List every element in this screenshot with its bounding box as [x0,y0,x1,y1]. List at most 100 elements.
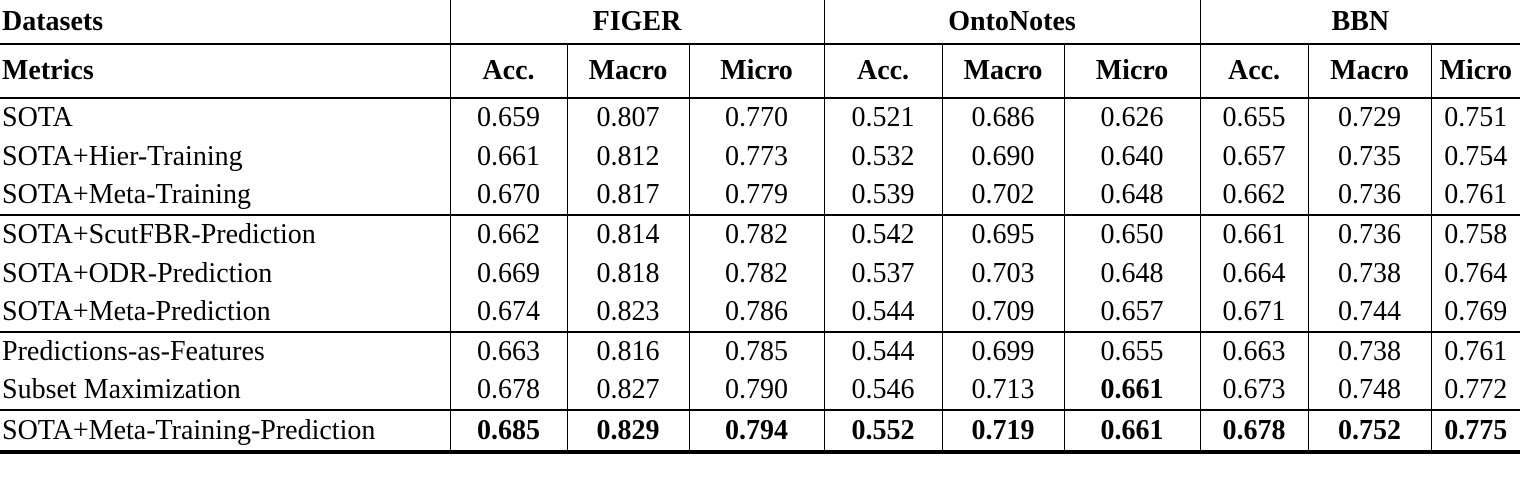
metric-value: 0.772 [1430,371,1520,411]
group-header-ontonotes: OntoNotes [823,0,1201,45]
metric-value: 0.521 [823,98,943,137]
metric-value: 0.659 [449,98,567,137]
table-row: SOTA+ScutFBR-Prediction 0.662 0.814 0.78… [0,215,1520,254]
metric-value: 0.702 [941,176,1065,216]
metrics-header: Metrics [0,44,450,99]
metric-value: 0.761 [1430,332,1520,371]
metric-value: 0.785 [688,332,825,371]
block-final: SOTA+Meta-Training-Prediction 0.685 0.82… [0,410,1520,454]
metric-value: 0.650 [1063,215,1201,254]
metric-value: 0.662 [1199,176,1309,216]
metric-value: 0.655 [1199,98,1309,137]
row-label: Subset Maximization [0,371,450,411]
metric-value: 0.626 [1063,98,1201,137]
table-row: SOTA+Hier-Training 0.661 0.812 0.773 0.5… [0,137,1520,176]
metric-value: 0.686 [941,98,1065,137]
metric-value: 0.814 [566,215,689,254]
metric-value: 0.661 [1199,215,1309,254]
table-row: Subset Maximization 0.678 0.827 0.790 0.… [0,371,1520,411]
metric-value: 0.736 [1307,215,1432,254]
metric-value: 0.648 [1063,254,1201,293]
metric-value-bold: 0.775 [1430,410,1520,454]
column-header-acc-figer: Acc. [449,44,567,99]
row-label: SOTA [2,102,73,133]
column-header-micro-figer: Micro [688,44,825,99]
row-label: SOTA+ODR-Prediction [2,257,273,289]
metric-value: 0.769 [1430,293,1520,333]
metric-value-bold: 0.678 [1199,410,1309,454]
metric-value: 0.812 [566,137,689,176]
metric-value-bold: 0.794 [688,410,825,454]
metric-value: 0.754 [1430,137,1520,176]
block-prediction: SOTA+ScutFBR-Prediction 0.662 0.814 0.78… [0,215,1520,333]
metric-value: 0.816 [566,332,689,371]
row-label: SOTA+Meta-Prediction [0,293,450,333]
table-row: SOTA+Meta-Training-Prediction 0.685 0.82… [0,410,1520,454]
row-label: SOTA+Hier-Training [2,140,243,172]
metric-value: 0.782 [688,215,825,254]
column-header-acc-ontonotes: Acc. [823,44,943,99]
metric-value: 0.773 [688,137,825,176]
column-header-acc-bbn: Acc. [1199,44,1309,99]
block-sota-training: SOTA 0.659 0.807 0.770 0.521 0.686 0.626… [0,98,1520,216]
results-table: Datasets FIGER OntoNotes BBN Metrics Acc… [0,0,1520,454]
column-header-macro-figer: Macro [566,44,689,99]
metric-value: 0.709 [941,293,1065,333]
metric-value: 0.758 [1430,215,1520,254]
metric-value: 0.664 [1199,254,1309,293]
datasets-header-row: Datasets FIGER OntoNotes BBN [0,0,1520,45]
metric-value: 0.546 [823,371,943,411]
column-header-micro-ontonotes: Micro [1063,44,1201,99]
table-row: SOTA+ODR-Prediction 0.669 0.818 0.782 0.… [0,254,1520,293]
metric-value: 0.736 [1307,176,1432,216]
table-row: Predictions-as-Features 0.663 0.816 0.78… [0,332,1520,371]
column-header-macro-ontonotes: Macro [941,44,1065,99]
group-header-bbn: BBN [1199,0,1520,45]
metric-value: 0.818 [566,254,689,293]
metric-value: 0.761 [1430,176,1520,216]
metric-value: 0.790 [688,371,825,411]
metric-value: 0.662 [449,215,567,254]
metric-value-bold: 0.719 [941,410,1065,454]
metric-value: 0.674 [449,293,567,333]
metric-value: 0.539 [823,176,943,216]
table-row: SOTA 0.659 0.807 0.770 0.521 0.686 0.626… [0,98,1520,137]
metric-value: 0.657 [1063,293,1201,333]
metric-value: 0.738 [1307,332,1432,371]
column-header-macro-bbn: Macro [1307,44,1432,99]
metric-value: 0.544 [823,293,943,333]
metric-value: 0.735 [1307,137,1432,176]
table-row: SOTA+Meta-Training 0.670 0.817 0.779 0.5… [0,176,1520,216]
metric-value: 0.807 [566,98,689,137]
metric-value: 0.657 [1199,137,1309,176]
metric-value: 0.670 [449,176,567,216]
metric-value: 0.738 [1307,254,1432,293]
metric-value: 0.699 [941,332,1065,371]
metric-value: 0.786 [688,293,825,333]
row-label: SOTA+Meta-Training [0,176,450,216]
metric-value: 0.663 [1199,332,1309,371]
metric-value: 0.669 [449,254,567,293]
row-label: SOTA+Meta-Training-Prediction [0,410,450,454]
metric-value: 0.542 [823,215,943,254]
metric-value: 0.648 [1063,176,1201,216]
metric-value: 0.817 [566,176,689,216]
column-header-micro-bbn: Micro [1430,44,1520,99]
metric-value: 0.744 [1307,293,1432,333]
metric-value: 0.544 [823,332,943,371]
metric-value-bold: 0.661 [1063,371,1201,411]
metric-value: 0.532 [823,137,943,176]
metric-value: 0.827 [566,371,689,411]
metric-value-bold: 0.661 [1063,410,1201,454]
metrics-header-row: Metrics Acc. Macro Micro Acc. Macro Micr… [0,44,1520,99]
row-label: Predictions-as-Features [2,336,265,367]
metric-value: 0.748 [1307,371,1432,411]
metric-value: 0.690 [941,137,1065,176]
metric-value: 0.661 [449,137,567,176]
metric-value: 0.655 [1063,332,1201,371]
metric-value: 0.703 [941,254,1065,293]
metric-value: 0.770 [688,98,825,137]
metric-value-bold: 0.829 [566,410,689,454]
group-header-figer: FIGER [449,0,825,45]
metric-value-bold: 0.685 [449,410,567,454]
